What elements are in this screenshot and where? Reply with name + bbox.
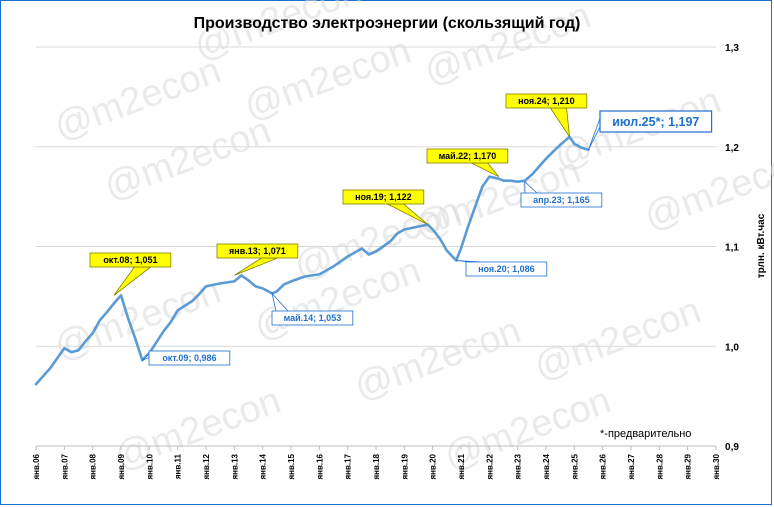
footnote-preliminary: *-предварительно — [600, 428, 691, 440]
x-tick-label: янв.26 — [599, 453, 608, 479]
x-tick-label: янв.30 — [712, 453, 721, 479]
x-tick-label: янв.13 — [230, 453, 239, 479]
callout-pointer — [524, 180, 538, 194]
callout-box — [426, 148, 509, 164]
y-tick-label: 1,2 — [725, 143, 739, 154]
callout-box — [216, 243, 299, 259]
annotation-callout: ноя.19; 1,122 — [342, 189, 429, 225]
callout-box — [89, 252, 172, 268]
callout-label: май.22; 1,170 — [439, 151, 497, 161]
chart-title: Производство электроэнергии (скользящий … — [194, 15, 581, 32]
callout-box — [599, 110, 713, 133]
x-tick-label: янв.16 — [315, 453, 324, 479]
annotation-callout: ноя.20; 1,086 — [456, 260, 548, 277]
x-tick-label: янв.19 — [400, 453, 409, 479]
x-tick-label: янв.17 — [344, 453, 353, 479]
annotation-callout: окт.09; 0,986 — [141, 350, 231, 366]
annotation-callout: май.22; 1,170 — [426, 148, 509, 178]
x-tick-label: янв.10 — [145, 453, 154, 479]
callout-pointer — [456, 260, 483, 263]
x-tick-label: янв.25 — [570, 453, 579, 479]
y-tick-label: 1,1 — [725, 243, 739, 254]
x-tick-label: янв.12 — [202, 453, 211, 479]
callout-box — [342, 189, 425, 205]
callout-pointer — [471, 162, 499, 178]
x-tick-label: янв.23 — [514, 453, 523, 479]
callout-pointer — [588, 118, 601, 150]
annotation-callout: июл.25*; 1,197 — [588, 110, 713, 150]
x-tick-label: янв.29 — [684, 453, 693, 479]
callout-pointer — [113, 266, 152, 296]
x-tick-label: янв.09 — [117, 453, 126, 479]
y-tick-label: 1,0 — [725, 342, 739, 353]
callout-label: ноя.20; 1,086 — [478, 264, 535, 274]
x-tick-label: янв.20 — [429, 453, 438, 479]
callout-pointer — [271, 291, 289, 312]
x-tick-label: янв.18 — [372, 453, 381, 479]
x-tick-label: янв.21 — [457, 453, 466, 479]
x-tick-label: янв.14 — [259, 453, 268, 479]
callout-pointer — [549, 107, 570, 137]
x-tick-label: янв.08 — [89, 453, 98, 479]
x-tick-label: янв.24 — [542, 453, 551, 479]
callout-box — [505, 93, 588, 109]
series-line — [34, 135, 590, 386]
callout-label: апр.23; 1,165 — [533, 195, 589, 205]
callout-label: окт.09; 0,986 — [162, 353, 216, 363]
watermark-text: @m2econ — [529, 290, 707, 389]
x-tick-label: янв.07 — [60, 453, 69, 479]
y-tick-label: 1,3 — [725, 43, 739, 54]
watermark-text: @m2econ — [349, 310, 527, 409]
watermark-layer: @m2econ@m2econ @m2econ@m2econ@m2econ@m2ec… — [49, 0, 774, 478]
callout-label: ноя.19; 1,122 — [355, 192, 412, 202]
annotation-callout: ноя.24; 1,210 — [505, 93, 588, 137]
callout-label: июл.25*; 1,197 — [612, 115, 699, 129]
x-tick-label: янв.11 — [174, 453, 183, 479]
annotation-callout: май.14; 1,053 — [271, 291, 354, 326]
callout-label: янв.13; 1,071 — [229, 246, 286, 256]
callout-box — [148, 350, 231, 366]
x-tick-label: янв.28 — [655, 453, 664, 479]
y-tick-label: 0,9 — [725, 442, 739, 453]
callout-pointer — [234, 257, 278, 276]
watermark-text: @m2econ — [639, 140, 774, 239]
callout-label: ноя.24; 1,210 — [518, 96, 575, 106]
annotation-callout: янв.13; 1,071 — [216, 243, 299, 276]
x-tick-label: янв.27 — [627, 453, 636, 479]
annotation-callout: окт.08; 1,051 — [89, 252, 172, 296]
callout-label: окт.08; 1,051 — [103, 255, 157, 265]
x-tick-label: янв.15 — [287, 453, 296, 479]
callout-box — [465, 261, 548, 277]
x-tick-label: янв.06 — [32, 453, 41, 479]
annotation-callout: апр.23; 1,165 — [520, 180, 603, 208]
callout-label: май.14; 1,053 — [284, 313, 342, 323]
x-tick-label: янв.22 — [485, 453, 494, 479]
callout-box — [271, 310, 354, 326]
callout-box — [520, 192, 603, 208]
y-axis-title: трлн. кВт.час — [756, 213, 767, 278]
